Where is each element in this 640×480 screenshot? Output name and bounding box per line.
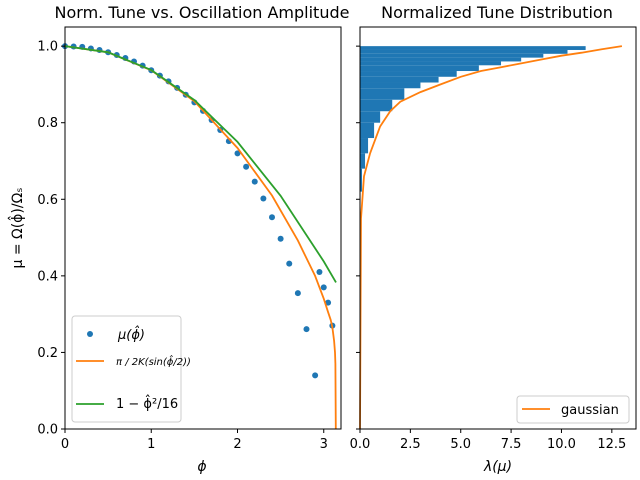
gaussian-line xyxy=(359,45,623,430)
left-y-tick-label-5: 1.0 xyxy=(37,40,58,55)
scatter-point-23 xyxy=(260,195,267,202)
legend-label-mu: μ(ϕ̂) xyxy=(117,326,145,343)
left-x-tick-label-3: 3 xyxy=(320,437,328,452)
left-y-tick-label-4: 0.8 xyxy=(37,116,58,131)
left-chart-marks xyxy=(62,43,337,430)
histogram-bar-13 xyxy=(360,53,544,58)
histogram-bar-0 xyxy=(360,168,363,192)
histogram-bar-2 xyxy=(360,138,369,154)
right-plot-area xyxy=(360,27,636,429)
scatter-point-21 xyxy=(243,163,250,170)
right-legend-box xyxy=(516,395,630,424)
left-y-tick-label-0: 0.0 xyxy=(37,423,58,438)
histogram-bar-12 xyxy=(360,57,522,62)
right-x-axis-label: λ(μ) xyxy=(483,459,512,475)
approx-tune-line xyxy=(64,45,337,283)
right-chart-title: Normalized Tune Distribution xyxy=(381,3,613,22)
scatter-point-28 xyxy=(303,326,310,333)
histogram-bar-4 xyxy=(360,111,381,123)
right-x-tick-label-1: 2.5 xyxy=(400,437,421,452)
left-y-tick-label-1: 0.2 xyxy=(37,346,58,361)
right-x-tick-label-4: 10.0 xyxy=(547,437,576,452)
left-x-tick-label-0: 0 xyxy=(61,437,69,452)
left-x-tick-label-2: 2 xyxy=(233,437,241,452)
right-chart-marks xyxy=(359,45,623,430)
right-ticks: 0.0 2.5 5.0 7.5 10.0 12.5 xyxy=(350,45,626,452)
histogram-bar-9 xyxy=(360,71,457,77)
histogram-bar-1 xyxy=(360,153,366,169)
scatter-point-31 xyxy=(320,284,327,291)
right-axes: Normalized Tune Distribution 0.0 2.5 5.0 7.… xyxy=(350,3,637,475)
scatter-point-25 xyxy=(277,235,284,242)
scatter-point-29 xyxy=(312,372,319,379)
histogram-bar-7 xyxy=(360,82,421,89)
scatter-point-24 xyxy=(269,214,275,221)
right-x-tick-label-5: 12.5 xyxy=(597,437,626,452)
histogram-bar-10 xyxy=(360,65,479,72)
left-ticks: 0 1 2 3 0.0 0.2 0.4 0.6 0.8 1.0 xyxy=(37,40,328,452)
right-x-tick-label-2: 5.0 xyxy=(450,437,471,452)
left-axes-frame xyxy=(64,26,342,430)
scatter-point-30 xyxy=(316,269,323,276)
left-chart-title: Norm. Tune vs. Oscillation Amplitude xyxy=(55,3,350,22)
left-legend-box xyxy=(71,315,182,423)
right-x-tick-label-0: 0.0 xyxy=(350,437,371,452)
scatter-point-22 xyxy=(251,178,258,185)
left-y-axis-label: μ = Ω(ϕ̂)/Ωₛ xyxy=(7,187,26,268)
right-legend: gaussian xyxy=(516,395,630,424)
left-legend: μ(ϕ̂) π / 2K(sin(ϕ̂/2)) 1 − ϕ̂²/16 xyxy=(71,315,191,423)
legend-label-approx: 1 − ϕ̂²/16 xyxy=(116,395,178,412)
left-x-axis-label: ϕ xyxy=(197,459,206,475)
legend-marker-mu xyxy=(87,331,93,337)
histogram-bar-14 xyxy=(360,49,568,54)
right-axes-frame xyxy=(359,26,637,430)
histogram-bar-11 xyxy=(360,61,502,66)
scatter-point-32 xyxy=(325,299,332,306)
histogram-bar-3 xyxy=(360,122,375,139)
scatter-point-27 xyxy=(294,290,301,297)
left-y-tick-label-3: 0.6 xyxy=(37,193,58,208)
scatter-point-26 xyxy=(286,260,293,267)
legend-label-exact: π / 2K(sin(ϕ̂/2)) xyxy=(116,354,191,368)
right-x-tick-label-3: 7.5 xyxy=(501,437,522,452)
histogram-bar-8 xyxy=(360,76,439,83)
left-axes: Norm. Tune vs. Oscillation Amplitude 0 1 2… xyxy=(7,3,349,475)
histogram-bar-5 xyxy=(360,99,393,112)
left-x-tick-label-1: 1 xyxy=(147,437,155,452)
scatter-point-20 xyxy=(234,150,241,157)
histogram-bar-15 xyxy=(360,46,586,50)
legend-label-gaussian: gaussian xyxy=(561,403,619,418)
left-y-tick-label-2: 0.4 xyxy=(37,269,58,284)
histogram-bar-6 xyxy=(360,88,405,100)
